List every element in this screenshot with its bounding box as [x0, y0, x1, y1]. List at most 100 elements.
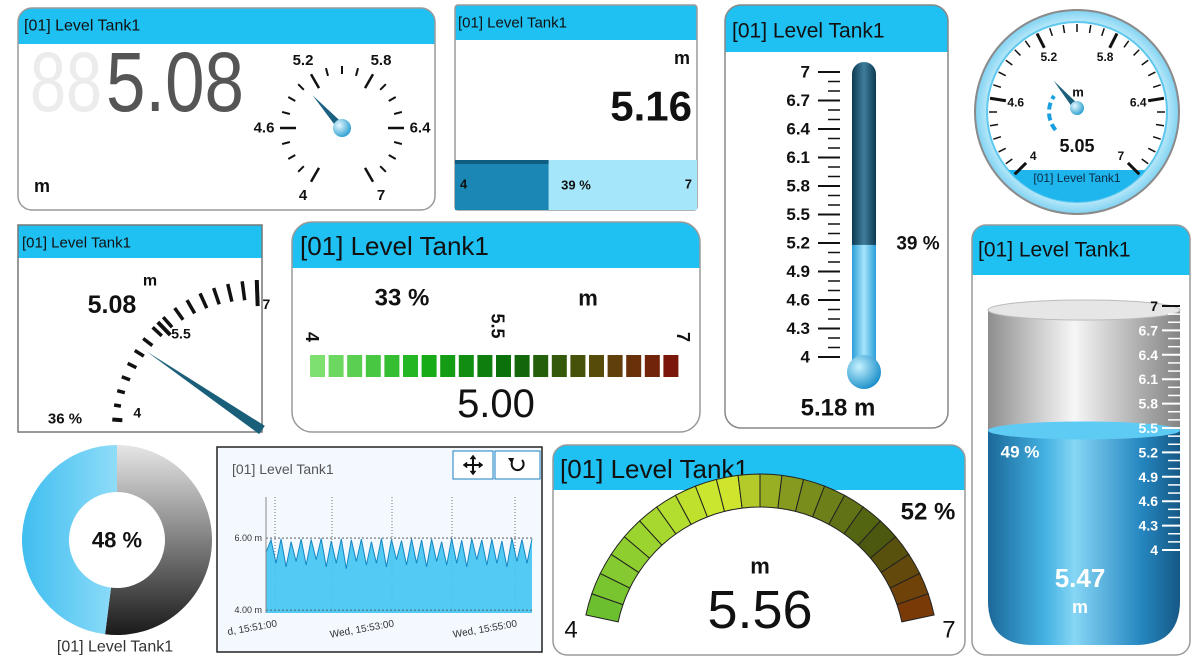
minor-tick	[287, 96, 296, 102]
tick-label: 5.8	[1139, 396, 1159, 412]
widget-title: [01] Level Tank1	[300, 231, 489, 261]
tick-mark	[1126, 161, 1141, 176]
caption-box: [01] Level Tank1	[1033, 172, 1121, 185]
percent: 39 %	[896, 234, 939, 255]
led-segment	[589, 355, 604, 377]
percent: 52 %	[901, 499, 956, 526]
reset-button[interactable]	[494, 450, 541, 480]
tick-mark	[254, 280, 260, 307]
tick-label: 6.1	[786, 148, 810, 167]
minor-tick	[1133, 49, 1140, 56]
minor-tick	[1141, 158, 1149, 165]
minor-tick	[198, 292, 209, 309]
tick-mark	[989, 96, 1007, 103]
tick-mark	[363, 73, 375, 89]
tick-label: 5.2	[1041, 50, 1058, 64]
tick-label: 4.3	[1139, 518, 1159, 534]
digit-ghost: 88	[30, 35, 102, 129]
unit: m	[1072, 597, 1088, 617]
unit: m	[750, 554, 770, 579]
tick-label: 6.4	[410, 120, 432, 137]
tick-label: 7	[942, 617, 955, 644]
tick-label: 4.6	[786, 291, 810, 310]
tick-label: 7	[801, 63, 810, 82]
donut-remainder	[105, 445, 212, 635]
widget-title: [01] Level Tank1	[732, 20, 885, 43]
tick-label: 5.2	[293, 52, 314, 69]
minor-tick	[287, 154, 296, 160]
percent: 36 %	[48, 411, 82, 428]
tick-label: 7	[377, 187, 385, 204]
tick-label: 4	[133, 404, 141, 420]
bar-fill	[455, 160, 549, 210]
tick-label: 7	[262, 296, 270, 312]
minor-tick	[993, 84, 1002, 88]
panel	[292, 222, 700, 432]
minor-tick	[151, 326, 163, 338]
minor-tick	[1147, 147, 1156, 153]
tick-label: 6.7	[786, 91, 810, 110]
panel-border	[17, 224, 263, 433]
widget-title: [01] Level Tank1	[232, 461, 334, 477]
value: 5.56	[707, 580, 812, 640]
widget-title: [01] Level Tank1	[978, 239, 1131, 262]
value: 5.18 m	[801, 395, 876, 422]
minor-tick	[1005, 59, 1013, 66]
minor-tick	[989, 123, 999, 127]
tick-label: 4	[1150, 542, 1158, 558]
needle-knob	[333, 119, 351, 137]
trend-line	[265, 538, 533, 569]
led-segment	[533, 355, 549, 377]
led-segment	[570, 355, 586, 377]
tick-mark	[1013, 161, 1028, 176]
percent: 39 %	[561, 178, 591, 193]
tick-label: 6.4	[786, 120, 810, 139]
arc-segment	[737, 473, 761, 509]
panel	[18, 8, 435, 210]
caption: [01] Level Tank1	[57, 639, 173, 656]
unit: m	[34, 176, 50, 196]
minor-tick	[161, 315, 174, 329]
led-segment	[421, 355, 437, 377]
panel-header	[292, 222, 700, 268]
minor-tick	[133, 349, 145, 358]
minor-tick	[297, 83, 305, 91]
minor-tick	[993, 136, 1002, 140]
minor-tick	[379, 83, 387, 91]
tick-label: 6.7	[1139, 322, 1159, 338]
led-segment	[663, 355, 679, 377]
unit: m	[578, 286, 598, 311]
tick-label: 5.5	[786, 205, 810, 224]
trend-toolbar	[452, 450, 541, 480]
tick-label: 5.8	[1097, 50, 1114, 64]
tick-label: 4	[1030, 149, 1037, 163]
tick-mark	[309, 73, 321, 89]
minor-tick	[393, 110, 403, 115]
led-segment	[551, 355, 567, 377]
minor-tick	[173, 307, 185, 321]
tank-top	[987, 299, 1181, 321]
minor-tick	[1024, 40, 1031, 48]
widget-title: [01] Level Tank1	[22, 235, 131, 252]
minor-tick	[121, 375, 131, 382]
tick-label: 5.5	[488, 313, 508, 338]
gauge-caption: [01] Level Tank1	[1033, 172, 1121, 185]
percent: 49 %	[1001, 443, 1040, 462]
minor-tick	[142, 337, 154, 347]
scale-min: 4	[460, 177, 468, 192]
led-segment	[403, 355, 418, 377]
led-segment	[384, 355, 400, 377]
pan-icon	[462, 454, 484, 476]
minor-tick	[240, 281, 247, 301]
tick-label: 6.4	[1130, 95, 1147, 109]
widget-title: [01] Level Tank1	[24, 18, 140, 35]
minor-tick	[1101, 28, 1105, 37]
tick-mark	[1147, 96, 1165, 103]
tick-label: 4	[299, 187, 308, 204]
panel-header	[972, 225, 1190, 275]
minor-tick	[185, 299, 197, 315]
arc-segment	[896, 593, 935, 623]
digital-value: 5.08	[106, 35, 244, 129]
led-segment	[607, 355, 623, 377]
tick-mark	[363, 167, 375, 183]
